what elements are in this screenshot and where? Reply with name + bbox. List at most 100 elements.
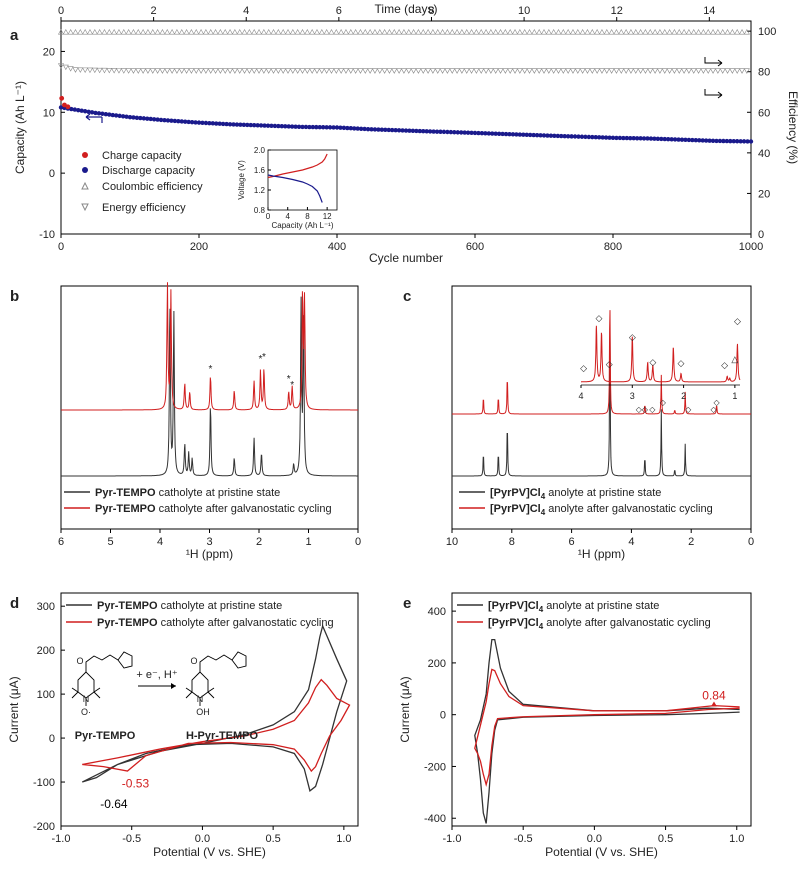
discharge-capacity-point (648, 136, 654, 141)
coulombic-efficiency-point (487, 29, 494, 35)
discharge-capacity-point (324, 125, 329, 130)
impurity-marker: * (259, 354, 263, 365)
discharge-capacity-point (193, 120, 198, 125)
x-axis-tick-label: 200 (190, 241, 208, 253)
discharge-capacity-point (690, 137, 695, 143)
impurity-marker: * (290, 380, 294, 391)
cycled-spectrum (61, 282, 358, 411)
x-axis-tick-label: 2 (688, 536, 694, 548)
y-axis-tick-label: 200 (37, 645, 55, 657)
coulombic-efficiency-point (144, 29, 151, 35)
discharge-capacity-point (614, 135, 619, 141)
y-axis-tick-label: 10 (43, 107, 55, 119)
discharge-capacity-point (469, 130, 474, 136)
x-axis-title: Cycle number (369, 251, 443, 265)
discharge-capacity-point (72, 107, 78, 112)
energy-efficiency-point (516, 68, 523, 74)
discharge-capacity-point (545, 133, 550, 138)
coulombic-efficiency-point (149, 29, 156, 35)
x-axis-tick-label: -1.0 (443, 833, 462, 845)
discharge-capacity-point (717, 138, 723, 144)
coulombic-efficiency-point (516, 29, 523, 35)
y2-axis-tick-label: 40 (758, 148, 770, 160)
energy-efficiency-point (710, 68, 717, 74)
discharge-capacity-point (534, 132, 540, 138)
discharge-capacity-point (345, 125, 350, 131)
energy-efficiency-point (381, 68, 388, 74)
energy-efficiency-point (652, 68, 659, 74)
coulombic-efficiency-point (328, 29, 335, 35)
main-marker: ◇ (636, 405, 643, 414)
x-axis-tick-label: 5 (107, 536, 113, 548)
energy-efficiency-point (463, 68, 470, 74)
legend-pristine-sub: 4 (539, 605, 544, 614)
coulombic-efficiency-point (396, 29, 403, 35)
energy-efficiency-point (743, 68, 750, 74)
x-axis-tick-label: 600 (466, 241, 484, 253)
discharge-capacity-point (590, 134, 595, 140)
energy-efficiency-point (405, 68, 412, 74)
coulombic-efficiency-point (743, 29, 750, 35)
energy-efficiency-point (144, 68, 151, 74)
coulombic-efficiency-point (400, 29, 407, 35)
y-axis-tick-label: 0 (49, 168, 55, 180)
coulombic-efficiency-point (434, 29, 441, 35)
discharge-capacity-point (524, 132, 529, 138)
y-axis-tick-label: 0 (440, 710, 446, 722)
energy-efficiency-point (188, 68, 195, 74)
legend-cycled-rest: catholyte after galvanostatic cycling (158, 617, 334, 629)
energy-efficiency-point (357, 68, 364, 74)
coulombic-efficiency-point (449, 29, 456, 35)
coulombic-efficiency-point (714, 29, 721, 35)
coulombic-efficiency-point (280, 29, 287, 35)
energy-efficiency-point (540, 68, 548, 74)
discharge-capacity-point (186, 119, 191, 125)
discharge-capacity-point (683, 137, 688, 142)
panel-d: -1.0 -0.5 0.0 0.5 1.0 -200 -100 0 100 200 300 Poten… (7, 592, 359, 859)
energy-efficiency-point (135, 68, 142, 74)
energy-efficiency-point (695, 68, 702, 74)
energy-efficiency-point (62, 64, 69, 71)
inset-marker: ◇ (580, 363, 587, 373)
discharge-capacity-point (286, 124, 291, 129)
legend-cycled-text: [PyrPV]Cl4 anolyte after galvanostatic c… (488, 617, 711, 631)
discharge-capacity-point (607, 135, 612, 140)
plot-frame (451, 285, 752, 530)
discharge-capacity-point (365, 126, 371, 132)
coulombic-efficiency-point (550, 29, 557, 35)
energy-efficiency-point (439, 68, 446, 74)
top-axis-tick-label: 10 (518, 5, 530, 17)
legend-cycled-rest: anolyte after galvanostatic cycling (545, 503, 713, 515)
coulombic-efficiency-point (656, 29, 663, 35)
energy-efficiency-point (458, 68, 465, 74)
discharge-capacity-point (210, 121, 215, 126)
coulombic-efficiency-point (333, 29, 340, 35)
top-axis-tick-label: 6 (336, 5, 342, 17)
coulombic-efficiency-point (589, 29, 596, 35)
discharge-capacity-point (410, 128, 416, 133)
energy-efficiency-point (328, 68, 335, 74)
coulombic-efficiency-point (647, 29, 654, 35)
legend-pristine-text: [PyrPV]Cl4 anolyte at pristine state (488, 600, 659, 614)
x-axis-tick-label: 0.5 (658, 833, 673, 845)
discharge-capacity-point (586, 134, 592, 140)
scheme-product-label: H-Pyr-TEMPO (186, 730, 259, 742)
energy-efficiency-point (690, 68, 697, 74)
discharge-capacity-point (431, 129, 436, 134)
legend-pristine-text: [PyrPV]Cl4 anolyte at pristine state (490, 487, 661, 501)
discharge-capacity-point (624, 135, 629, 141)
discharge-capacity-point (414, 128, 419, 134)
coulombic-efficiency-point (652, 29, 659, 35)
energy-efficiency-point (212, 68, 219, 74)
energy-efficiency-point (603, 68, 610, 74)
coulombic-efficiency-point (318, 29, 325, 35)
coulombic-efficiency-point (661, 29, 668, 35)
energy-efficiency-point (183, 68, 190, 74)
energy-efficiency-point (531, 68, 538, 74)
energy-efficiency-point (342, 68, 349, 74)
energy-efficiency-point (714, 68, 721, 74)
main-marker: ◇ (685, 405, 692, 414)
discharge-capacity-point (158, 117, 164, 123)
discharge-capacity-point (700, 138, 705, 143)
energy-efficiency-point (618, 68, 625, 74)
